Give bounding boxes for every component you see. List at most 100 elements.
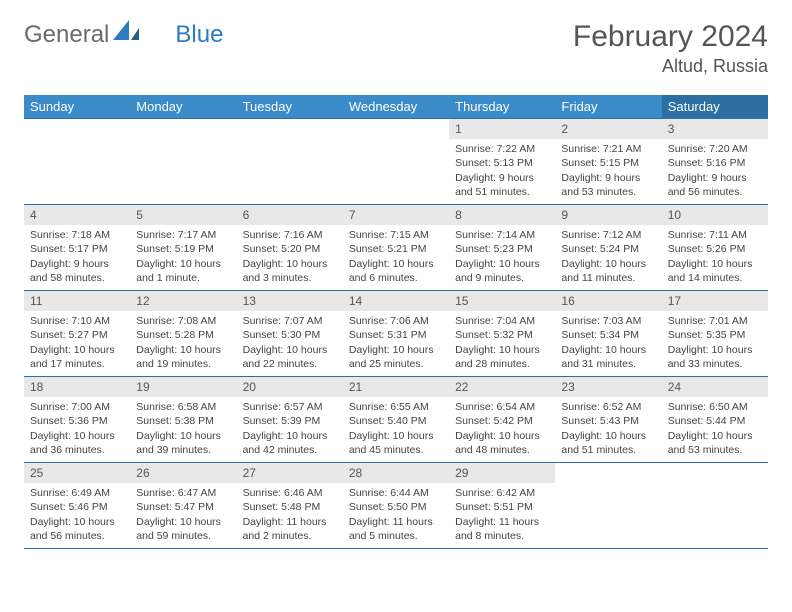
calendar-day-cell: 27Sunrise: 6:46 AMSunset: 5:48 PMDayligh… [237,463,343,549]
calendar-day-cell: . [662,463,768,549]
sunrise-line: Sunrise: 6:50 AM [668,401,748,413]
sunset-line: Sunset: 5:19 PM [136,243,214,255]
day-content: Sunrise: 7:15 AMSunset: 5:21 PMDaylight:… [343,225,449,289]
day-content: Sunrise: 7:10 AMSunset: 5:27 PMDaylight:… [24,311,130,375]
header: General Blue February 2024 Altud, Russia [24,20,768,77]
day-number: 5 [130,205,236,225]
daylight-line: Daylight: 10 hours and 22 minutes. [243,344,328,370]
day-number: 8 [449,205,555,225]
day-number: 9 [555,205,661,225]
day-content: Sunrise: 6:49 AMSunset: 5:46 PMDaylight:… [24,483,130,547]
day-number: 7 [343,205,449,225]
logo-text-blue: Blue [175,21,223,49]
sunrise-line: Sunrise: 7:00 AM [30,401,110,413]
sunrise-line: Sunrise: 7:08 AM [136,315,216,327]
day-content: Sunrise: 6:46 AMSunset: 5:48 PMDaylight:… [237,483,343,547]
weekday-header: Thursday [449,95,555,119]
daylight-line: Daylight: 10 hours and 36 minutes. [30,430,115,456]
calendar-table: SundayMondayTuesdayWednesdayThursdayFrid… [24,95,768,549]
day-number: 24 [662,377,768,397]
sunrise-line: Sunrise: 7:14 AM [455,229,535,241]
weekday-header: Friday [555,95,661,119]
day-number: 20 [237,377,343,397]
sunset-line: Sunset: 5:44 PM [668,415,746,427]
day-content: Sunrise: 7:18 AMSunset: 5:17 PMDaylight:… [24,225,130,289]
sunrise-line: Sunrise: 7:01 AM [668,315,748,327]
sunrise-line: Sunrise: 7:11 AM [668,229,747,241]
sunrise-line: Sunrise: 7:06 AM [349,315,429,327]
weekday-header: Saturday [662,95,768,119]
sunrise-line: Sunrise: 6:57 AM [243,401,323,413]
daylight-line: Daylight: 10 hours and 9 minutes. [455,258,540,284]
day-number: 27 [237,463,343,483]
day-content: Sunrise: 6:47 AMSunset: 5:47 PMDaylight:… [130,483,236,547]
day-number: 1 [449,119,555,139]
sunset-line: Sunset: 5:42 PM [455,415,533,427]
daylight-line: Daylight: 10 hours and 33 minutes. [668,344,753,370]
weekday-header: Monday [130,95,236,119]
daylight-line: Daylight: 9 hours and 56 minutes. [668,172,747,198]
calendar-day-cell: 14Sunrise: 7:06 AMSunset: 5:31 PMDayligh… [343,291,449,377]
daylight-line: Daylight: 10 hours and 45 minutes. [349,430,434,456]
day-content: Sunrise: 7:06 AMSunset: 5:31 PMDaylight:… [343,311,449,375]
sunrise-line: Sunrise: 7:03 AM [561,315,641,327]
calendar-week-row: 4Sunrise: 7:18 AMSunset: 5:17 PMDaylight… [24,205,768,291]
day-content: Sunrise: 7:03 AMSunset: 5:34 PMDaylight:… [555,311,661,375]
day-content: Sunrise: 7:08 AMSunset: 5:28 PMDaylight:… [130,311,236,375]
sunset-line: Sunset: 5:24 PM [561,243,639,255]
sunset-line: Sunset: 5:48 PM [243,501,321,513]
calendar-day-cell: 19Sunrise: 6:58 AMSunset: 5:38 PMDayligh… [130,377,236,463]
calendar-day-cell: 16Sunrise: 7:03 AMSunset: 5:34 PMDayligh… [555,291,661,377]
daylight-line: Daylight: 10 hours and 11 minutes. [561,258,646,284]
calendar-day-cell: 5Sunrise: 7:17 AMSunset: 5:19 PMDaylight… [130,205,236,291]
sunrise-line: Sunrise: 6:55 AM [349,401,429,413]
day-number: 10 [662,205,768,225]
day-content: Sunrise: 7:14 AM Sunset: 5:23 PM Daylight:… [449,225,555,289]
sunrise-line: Sunrise: 7:07 AM [243,315,323,327]
sunset-line: Sunset: 5:40 PM [349,415,427,427]
calendar-day-cell: . [24,119,130,205]
day-content: Sunrise: 6:42 AMSunset: 5:51 PMDaylight:… [449,483,555,547]
day-number: 22 [449,377,555,397]
sunrise-line: Sunrise: 7:10 AM [30,315,110,327]
day-number: 19 [130,377,236,397]
sunset-line: Sunset: 5:20 PM [243,243,321,255]
calendar-day-cell: 17Sunrise: 7:01 AMSunset: 5:35 PMDayligh… [662,291,768,377]
sail-icon [113,20,139,49]
calendar-day-cell: 21Sunrise: 6:55 AMSunset: 5:40 PMDayligh… [343,377,449,463]
day-content: Sunrise: 7:16 AMSunset: 5:20 PMDaylight:… [237,225,343,289]
sunrise-line: Sunrise: 7:21 AM [561,143,641,155]
day-content: Sunrise: 6:54 AMSunset: 5:42 PMDaylight:… [449,397,555,461]
title-block: February 2024 Altud, Russia [573,20,768,77]
day-content: Sunrise: 7:21 AMSunset: 5:15 PMDaylight:… [555,139,661,203]
calendar-day-cell: 15Sunrise: 7:04 AMSunset: 5:32 PMDayligh… [449,291,555,377]
day-number: 16 [555,291,661,311]
day-content: Sunrise: 6:52 AMSunset: 5:43 PMDaylight:… [555,397,661,461]
sunset-line: Sunset: 5:28 PM [136,329,214,341]
daylight-line: Daylight: 9 hours and 51 minutes. [455,172,534,198]
daylight-line: Daylight: 9 hours and 58 minutes. [30,258,109,284]
daylight-line: Daylight: 10 hours and 53 minutes. [668,430,753,456]
sunset-line: Sunset: 5:27 PM [30,329,108,341]
daylight-line: Daylight: 10 hours and 59 minutes. [136,516,221,542]
daylight-line: Daylight: 10 hours and 14 minutes. [668,258,753,284]
sunrise-line: Sunrise: 6:58 AM [136,401,216,413]
sunset-line: Sunset: 5:23 PM [455,243,533,255]
day-number: 26 [130,463,236,483]
calendar-week-row: 25Sunrise: 6:49 AMSunset: 5:46 PMDayligh… [24,463,768,549]
daylight-line: Daylight: 11 hours and 2 minutes. [243,516,327,542]
calendar-day-cell: 28Sunrise: 6:44 AMSunset: 5:50 PMDayligh… [343,463,449,549]
daylight-line: Daylight: 9 hours and 53 minutes. [561,172,640,198]
location: Altud, Russia [573,56,768,77]
month-year: February 2024 [573,20,768,54]
weekday-header: Sunday [24,95,130,119]
calendar-day-cell: 8 Sunrise: 7:14 AM Sunset: 5:23 PM Daylight… [449,205,555,291]
calendar-day-cell: 18Sunrise: 7:00 AMSunset: 5:36 PMDayligh… [24,377,130,463]
sunrise-line: Sunrise: 6:54 AM [455,401,535,413]
day-number: 12 [130,291,236,311]
day-content: Sunrise: 7:04 AMSunset: 5:32 PMDaylight:… [449,311,555,375]
daylight-line: Daylight: 10 hours and 3 minutes. [243,258,328,284]
sunset-line: Sunset: 5:16 PM [668,157,746,169]
calendar-day-cell: . [343,119,449,205]
day-content: Sunrise: 7:00 AMSunset: 5:36 PMDaylight:… [24,397,130,461]
